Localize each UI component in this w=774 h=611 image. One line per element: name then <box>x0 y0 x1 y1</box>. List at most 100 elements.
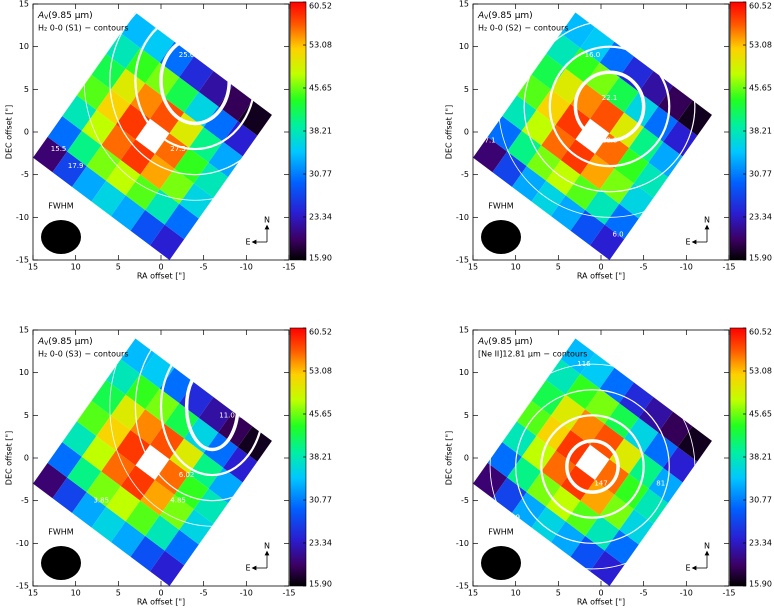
heatmap-cell <box>179 509 214 545</box>
y-tick-label: -10 <box>456 213 469 222</box>
heatmap-cell <box>624 91 659 128</box>
heatmap-cell <box>599 41 634 78</box>
heatmap-cell <box>76 400 112 437</box>
y-tick-label: 15 <box>19 0 29 9</box>
beam <box>41 546 81 580</box>
y-tick-label: -10 <box>16 539 29 548</box>
y-tick-label: -5 <box>461 496 469 505</box>
heatmap-cell <box>619 56 654 92</box>
contour-label: 13.6 <box>602 26 618 34</box>
heatmap-cell <box>492 151 527 187</box>
heatmap-cell <box>677 426 712 462</box>
heatmap-cell <box>62 95 97 131</box>
x-tick-label: 10 <box>71 263 81 272</box>
heatmap-cell <box>120 139 155 175</box>
heatmap-cell <box>507 130 542 167</box>
heatmap-cell <box>546 359 581 395</box>
heatmap-cell <box>106 160 141 196</box>
contour-label: 15.5 <box>51 145 67 153</box>
heatmap-cell <box>516 400 552 437</box>
contour-label: 9.40 <box>239 411 255 419</box>
contour <box>540 414 645 519</box>
heatmap-cell <box>130 83 165 119</box>
heatmap-cell <box>125 373 160 410</box>
title-symbol: A <box>37 11 44 21</box>
contour-label: 19 <box>511 514 520 522</box>
x-tick-label: -10 <box>680 263 693 272</box>
y-tick-label: 15 <box>459 0 469 9</box>
heatmap-cell <box>125 500 160 537</box>
title-rest: (9.85 μm) <box>48 337 92 347</box>
x-tick-label: 5 <box>116 263 121 272</box>
heatmap-cell <box>52 151 87 187</box>
heatmap-cell <box>590 224 625 260</box>
heatmap-cell <box>658 85 693 122</box>
heatmap-cell <box>565 373 600 410</box>
colorbar-tick-label: 38.21 <box>749 453 772 462</box>
y-axis-label: DEC offset ["] <box>445 431 454 485</box>
panel: 11.07 9.40 6.02 4.85 3.85 15 10 5 0 -5 -10 -15 -15 -1… <box>5 286 332 607</box>
heatmap-cell <box>502 95 537 131</box>
y-tick-label: -5 <box>21 496 29 505</box>
heatmap-cell <box>198 71 233 107</box>
heatmap-cell <box>52 477 87 513</box>
heatmap-cell <box>120 465 155 501</box>
contour-label: 22.9 <box>204 43 220 51</box>
contour-label: 7.1 <box>484 137 495 145</box>
beam-label: FWHM <box>488 202 514 211</box>
y-tick-label: -10 <box>456 539 469 548</box>
heatmap-cell <box>47 442 82 478</box>
heatmap-cell <box>208 141 243 178</box>
contour-label: 4.85 <box>170 497 186 505</box>
panel: 1165639147811913151050-5-10-15-15-10-505… <box>445 326 772 607</box>
heatmap-cell <box>130 536 165 572</box>
colorbar-tick-label: 53.08 <box>749 367 772 376</box>
contour <box>523 20 696 193</box>
x-tick-label: 10 <box>511 589 521 598</box>
colorbar-tick-label: 15.90 <box>309 580 332 589</box>
x-tick-label: -10 <box>240 589 253 598</box>
x-tick-label: 0 <box>598 263 603 272</box>
colorbar-tick-label: 30.77 <box>309 496 332 505</box>
x-tick-label: -15 <box>722 589 735 598</box>
heatmap-cell <box>594 459 630 495</box>
heatmap-cell <box>33 462 68 499</box>
heatmap-cell <box>502 421 537 457</box>
panel-subtitle: [Ne II]12.81 μm − contours <box>478 350 587 359</box>
x-tick-label: 0 <box>158 263 163 272</box>
heatmap-cell <box>619 183 654 219</box>
heatmap-cell <box>560 12 595 48</box>
contour <box>498 0 721 218</box>
contour-label: 22.1 <box>602 94 618 102</box>
x-axis-label: RA offset ["] <box>577 598 625 607</box>
colorbar-tick-label: 38.21 <box>309 127 332 136</box>
contour <box>184 362 240 452</box>
y-tick-label: 10 <box>19 368 29 377</box>
colorbar-tick-label: 60.52 <box>309 328 332 337</box>
heatmap-cell <box>629 453 664 489</box>
contour-label: 116 <box>577 360 591 368</box>
heatmap-cell <box>91 180 126 217</box>
contour <box>565 439 620 494</box>
heatmap-cell <box>590 550 625 586</box>
heatmap-cell <box>541 124 576 161</box>
title-rest: (9.85 μm) <box>488 11 532 21</box>
heatmap-cell <box>150 224 185 260</box>
heatmap-cell <box>570 210 605 246</box>
x-tick-label: 15 <box>468 263 478 272</box>
heatmap-cell <box>648 141 683 178</box>
y-tick-label: 0 <box>464 128 469 137</box>
heatmap-cell <box>208 467 243 504</box>
contour-label: 11.07 <box>219 411 239 419</box>
x-tick-label: 5 <box>556 589 561 598</box>
y-tick-label: -15 <box>456 256 469 265</box>
beam <box>481 546 521 580</box>
contour-label: 147 <box>594 480 607 488</box>
x-axis-label: RA offset ["] <box>137 272 185 281</box>
heatmap-cell <box>531 379 566 416</box>
heatmap-cell <box>140 479 175 516</box>
heatmap-cell <box>648 467 683 504</box>
x-tick-label: 0 <box>158 589 163 598</box>
contour-label: 39 <box>682 369 691 377</box>
heatmap-cell <box>179 183 214 219</box>
